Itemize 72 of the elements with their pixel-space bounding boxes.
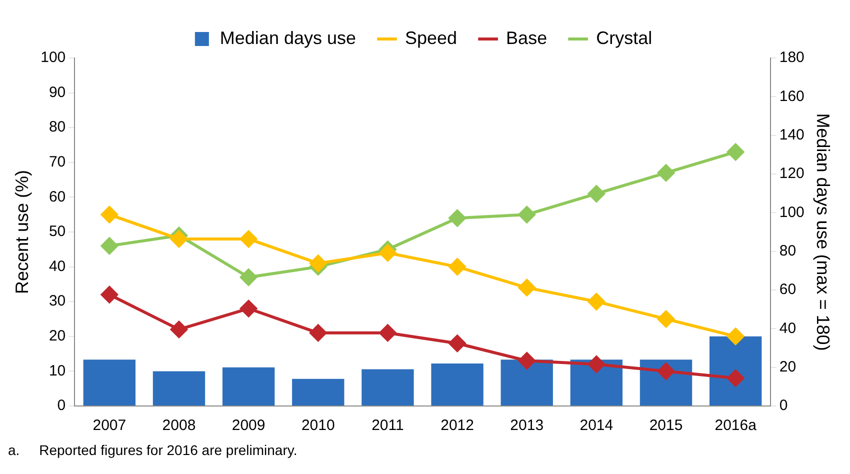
x-tick-label: 2010 [301, 417, 335, 434]
bar [362, 369, 414, 406]
x-tick-label: 2014 [580, 417, 614, 434]
y-axis-title: Recent use (%) [12, 170, 32, 294]
y-tick-label: 70 [48, 154, 66, 171]
point [100, 237, 118, 254]
legend-label: Speed [405, 28, 458, 48]
y2-axis-title: Median days use (max = 180) [813, 113, 834, 351]
y2-tick-label: 80 [779, 242, 796, 260]
bar [222, 367, 275, 406]
x-tick-label: 2015 [649, 417, 683, 434]
x-tick-label: 2016a [714, 417, 758, 434]
point [240, 268, 258, 286]
point [310, 324, 327, 342]
point [727, 328, 744, 345]
point [310, 254, 327, 272]
legend-label: Median days use [220, 28, 356, 48]
point [658, 164, 675, 182]
point [588, 185, 605, 202]
bar [431, 363, 484, 406]
point [240, 300, 258, 318]
point [170, 320, 188, 338]
point [448, 258, 466, 276]
point [658, 362, 675, 380]
bar [500, 360, 553, 406]
y2-tick-label: 100 [779, 204, 804, 221]
bar [83, 360, 136, 406]
y2-tick-label: 40 [779, 320, 796, 337]
y2-tick-label: 120 [779, 165, 804, 182]
y2-tick-label: 180 [779, 49, 804, 66]
point [240, 230, 258, 248]
y2-tick-label: 0 [779, 397, 788, 414]
point [379, 244, 396, 262]
x-tick-label: 2013 [510, 417, 544, 434]
bar [152, 371, 206, 406]
x-tick-label: 2011 [372, 417, 404, 434]
y2-tick-label: 160 [779, 88, 804, 105]
x-tick-label: 2012 [440, 417, 474, 434]
y-tick-label: 10 [48, 362, 66, 380]
y-tick-label: 100 [40, 49, 66, 66]
y-tick-label: 30 [48, 292, 66, 310]
y-tick-label: 50 [48, 223, 66, 240]
point [658, 310, 675, 328]
y2-tick-label: 60 [779, 281, 796, 298]
y2-tick-label: 20 [779, 358, 796, 376]
point [379, 324, 396, 342]
point [588, 293, 605, 310]
y-tick-label: 0 [57, 397, 66, 414]
point [100, 286, 118, 304]
point [448, 210, 466, 227]
bar [292, 378, 344, 406]
x-tick-label: 2008 [162, 417, 196, 434]
point [727, 143, 744, 160]
legend-label: Base [506, 28, 548, 48]
point [518, 279, 536, 296]
legend-label: Crystal [596, 28, 652, 48]
point [518, 352, 536, 370]
y-tick-label: 20 [48, 328, 66, 345]
point [588, 356, 605, 373]
point [518, 206, 536, 224]
y-tick-label: 90 [48, 84, 66, 101]
y-tick-label: 40 [48, 258, 66, 275]
point [170, 230, 188, 248]
y-tick-label: 80 [48, 118, 66, 136]
y-tick-label: 60 [48, 188, 66, 206]
y2-tick-label: 140 [779, 126, 804, 144]
text: a. Reported figures for 2016 are preliminary. [8, 442, 298, 458]
point [448, 334, 466, 352]
x-tick-label: 2007 [92, 417, 126, 434]
point [100, 206, 118, 224]
bar [709, 336, 762, 406]
x-tick-label: 2009 [232, 417, 266, 434]
